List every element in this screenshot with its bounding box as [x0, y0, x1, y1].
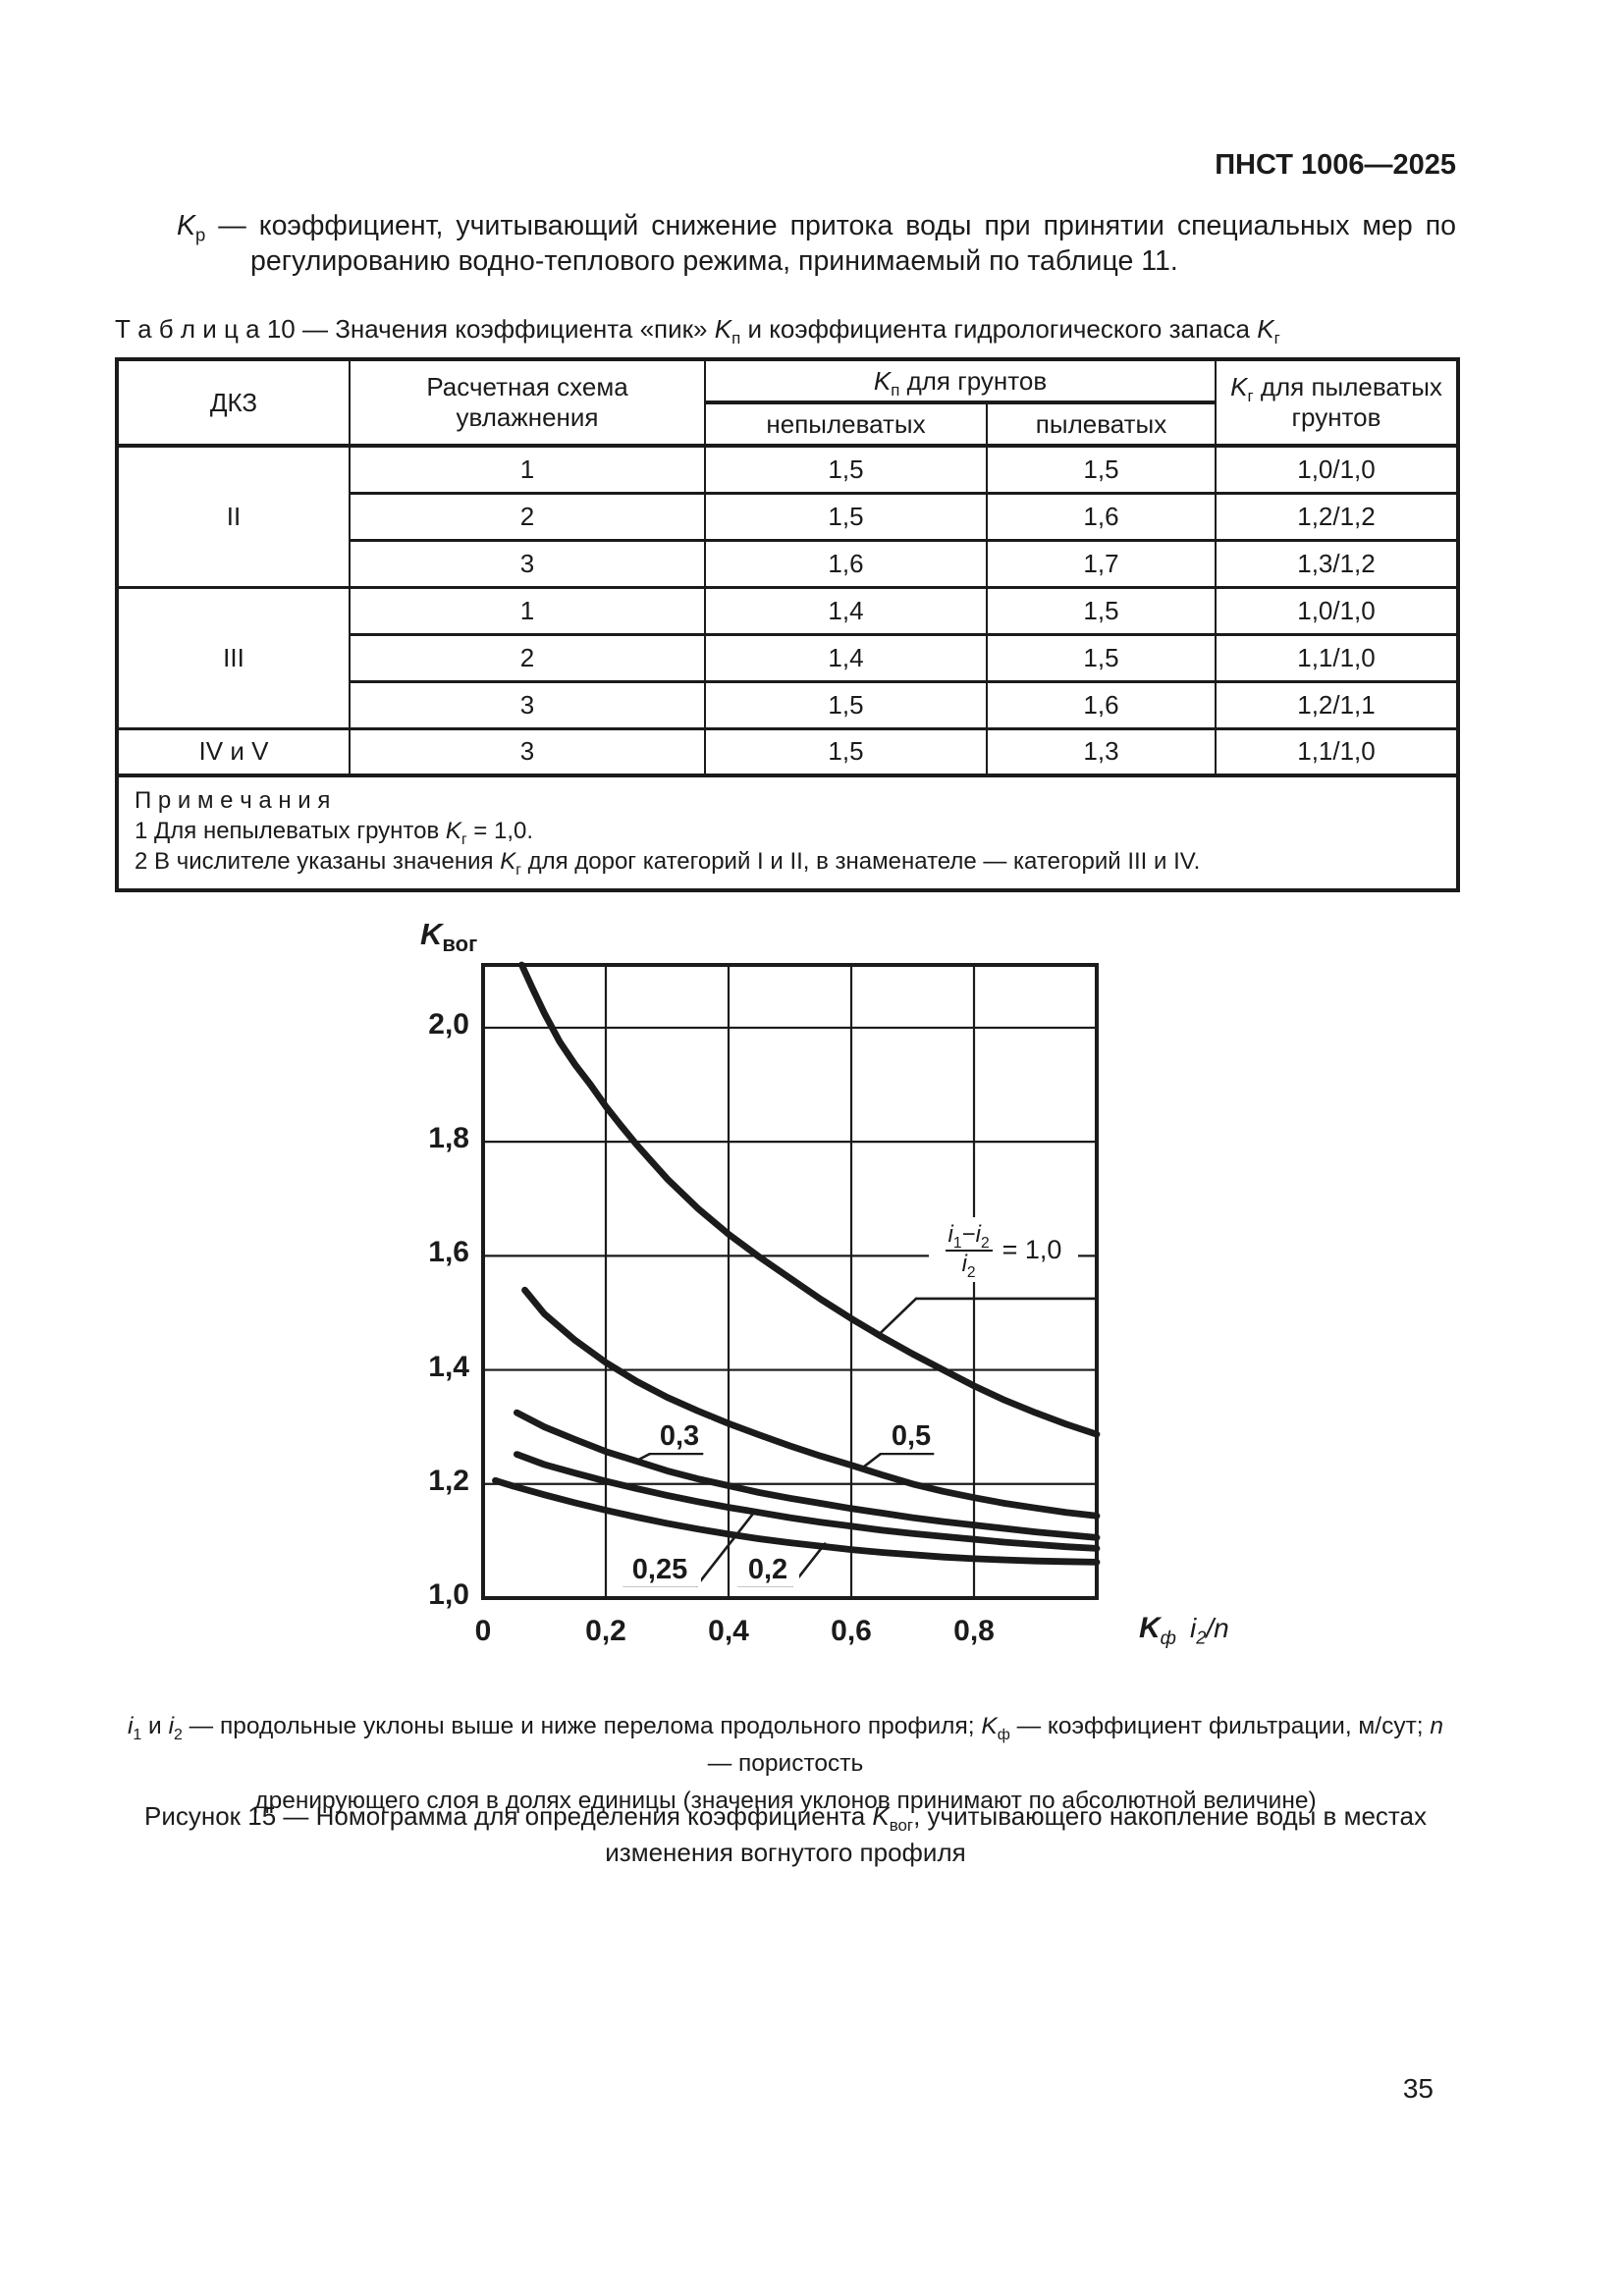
x-tick-label: 0 — [474, 1615, 492, 1647]
x-tick-label: 0,8 — [953, 1615, 995, 1647]
table-row: II 1 1,5 1,5 1,0/1,0 — [116, 444, 1459, 589]
curve-label-05: 0,5 — [880, 1419, 943, 1453]
k-symbol: K — [873, 365, 892, 396]
col-header-kp: Kп для грунтов — [704, 357, 1217, 404]
figure-caption: Рисунок 15 — Номограмма для определения … — [115, 1798, 1456, 1871]
dkz-cell: IV и V — [116, 726, 351, 777]
k-symbol: K — [714, 314, 732, 344]
table-notes-row: П р и м е ч а н и я 1 Для непылеватых гр… — [116, 774, 1459, 892]
table-row: 2 1,4 1,5 1,1/1,0 — [117, 632, 1459, 683]
table-row: III 1 1,4 1,5 1,0/1,0 — [116, 585, 1459, 730]
col-header-dkz: ДКЗ — [116, 357, 351, 448]
y-tick-label: 1,8 — [428, 1122, 469, 1155]
k-symbol: K — [177, 210, 196, 241]
col-header-kg: Kг для пылеватых грунтов — [1215, 357, 1459, 448]
table-row: 3 1,6 1,7 1,3/1,2 — [117, 538, 1459, 589]
y-tick-label: 2,0 — [428, 1007, 469, 1041]
table-row: 2 1,5 1,6 1,2/1,2 — [117, 491, 1459, 542]
figure-note-line-1: i1 и i2 — продольные уклоны выше и ниже … — [127, 1713, 1444, 1777]
x-tick-label: 0,6 — [831, 1615, 872, 1647]
col-header-dusty: пылеватых — [986, 400, 1217, 448]
col-header-scheme: Расчетная схема увлажнения — [349, 357, 706, 448]
note-2: 2 В числителе указаны значения Kг для до… — [135, 848, 1201, 879]
k-symbol: K — [872, 1801, 890, 1831]
figure-caption-line-1: Рисунок 15 — Номограмма для определения … — [143, 1801, 1427, 1836]
table-row: 3 1,5 1,6 1,2/1,1 — [117, 679, 1459, 730]
table-row: IV и V 3 1,5 1,3 1,1/1,0 — [116, 726, 1459, 777]
curve-label-03: 0,3 — [648, 1419, 711, 1453]
standard-code: ПНСТ 1006—2025 — [1215, 149, 1456, 181]
y-tick-label: 1,0 — [428, 1578, 469, 1611]
curve-label-02: 0,2 — [736, 1553, 799, 1586]
curve-label-025: 0,25 — [619, 1553, 701, 1586]
notes-title: П р и м е ч а н и я — [135, 787, 331, 814]
kf-symbol: Kф — [1139, 1612, 1176, 1649]
k-symbol: K — [445, 818, 461, 844]
x-tick-label: 0,4 — [708, 1615, 749, 1647]
table-caption: Т а б л и ц а 10 — Значения коэффициента… — [115, 314, 1280, 348]
y-tick-label: 1,2 — [428, 1464, 469, 1497]
figure-note-line-2: дренирующего слоя в долях единицы (значе… — [254, 1788, 1317, 1814]
k-symbol: K — [500, 848, 516, 875]
dkz-cell: III — [116, 585, 351, 730]
note-1: 1 Для непылеватых грунтов Kг = 1,0. — [135, 818, 534, 848]
y-tick-label: 1,6 — [428, 1236, 469, 1269]
x-axis-title: Kф i2/n — [1139, 1612, 1229, 1649]
table-10: ДКЗ Расчетная схема увлажнения Kп для гр… — [115, 357, 1460, 892]
k-symbol: K — [1257, 314, 1274, 344]
intro-line-1: Kр — коэффициент, учитывающий снижение п… — [177, 210, 1456, 245]
y-tick-label: 1,4 — [428, 1350, 469, 1383]
k-symbol: K — [981, 1713, 998, 1739]
figure-note: i1 и i2 — продольные уклоны выше и ниже … — [115, 1708, 1456, 1820]
page-number: 35 — [1402, 2073, 1434, 2104]
intro-line-2: регулированию водно-теплового режима, пр… — [250, 245, 1178, 277]
y-axis-title: Kвог — [420, 917, 478, 957]
x-tick-label: 0,2 — [585, 1615, 626, 1647]
intro-paragraph: Kр — коэффициент, учитывающий снижение п… — [115, 208, 1456, 279]
dkz-cell: II — [116, 444, 351, 589]
col-header-nondusty: непылеватых — [704, 400, 988, 448]
k-symbol: K — [1230, 372, 1248, 401]
ratio-fraction: i1−i2 i2 — [945, 1221, 993, 1280]
curve-label-ratio: i1−i2 i2 = 1,0 — [929, 1217, 1078, 1282]
figure-caption-line-2: изменения вогнутого профиля — [605, 1838, 966, 1867]
i2n-symbol: i2/n — [1189, 1613, 1229, 1648]
